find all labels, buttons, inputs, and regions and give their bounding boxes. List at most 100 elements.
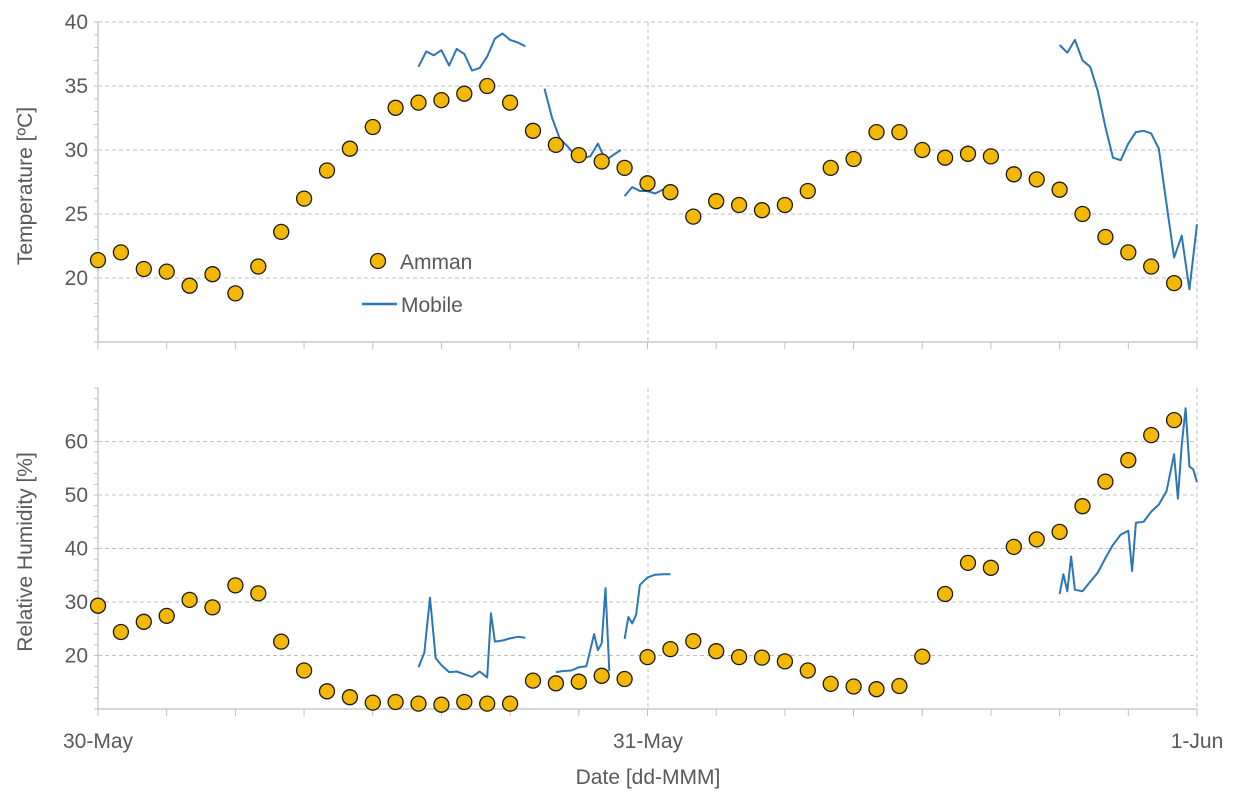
rh-amman-point [1051,523,1068,541]
rh-amman-point [387,693,404,711]
rh-amman-point [776,653,794,670]
rh-amman-point [616,670,633,688]
temp-amman-point [295,190,313,207]
temp-amman-point [112,244,130,261]
temp-amman-point [776,196,794,214]
rh-mobile-line-1 [555,587,611,674]
temp-ytick-label: 25 [65,203,88,226]
humidity-panel: 20 30 40 50 60 30-May 31-May 1-Jun [63,387,1224,753]
rh-amman-point [227,577,244,594]
rh-mobile-line-2 [623,573,671,640]
temp-amman-point [914,141,931,159]
rh-amman-point [295,662,313,679]
rh-amman-point [845,678,862,695]
temp-amman-point [227,285,244,302]
temperature-panel: 20 25 30 35 40 [65,11,1198,349]
temp-amman-point [135,260,152,278]
temp-amman-point [273,223,290,241]
rh-amman-point [158,607,175,625]
rh-amman-point [501,695,519,712]
rh-amman-point [1165,411,1183,429]
rh-amman-point [868,681,885,698]
rh-amman-point [959,554,977,572]
temp-amman-point [456,85,473,102]
temp-amman-point [547,136,565,154]
temp-amman-point [868,123,885,141]
temp-amman-point [685,208,702,225]
temp-amman-point [387,99,404,116]
rh-amman-point [982,559,1000,576]
legend-amman-label: Amman [400,251,472,274]
rh-amman-point [112,623,130,641]
rh-amman-point [479,695,496,712]
temp-amman-point [822,159,839,177]
date-axis-title: Date [dd-MMM] [576,766,721,789]
temp-amman-point [181,277,198,294]
legend-mobile-label: Mobile [401,294,463,317]
rh-ytick-label: 60 [65,431,88,454]
rh-amman-point [89,597,107,614]
rh-ytick-label: 30 [65,591,88,614]
rh-amman-point [1143,426,1160,444]
rh-amman-point [250,585,267,602]
rh-amman-point [730,648,748,666]
temp-mobile-line-3 [1058,38,1198,291]
temp-amman-point [501,94,519,111]
rh-amman-point [662,640,679,658]
rh-amman-point [639,648,656,666]
temp-amman-point [89,251,107,269]
temp-ytick-label: 20 [65,267,88,290]
temp-amman-point [959,145,977,162]
temp-amman-point [204,266,221,283]
temp-amman-point [1165,274,1183,292]
rh-ytick-label: 40 [65,538,88,561]
rh-amman-point [685,632,702,650]
rh-amman-point [1097,473,1114,490]
temp-amman-point [845,150,862,168]
rh-amman-point [822,675,839,693]
temp-ytick-label: 35 [65,75,88,98]
temp-amman-point [1005,166,1022,183]
temperature-axis-title: Temperature [ºC] [14,107,37,265]
temp-amman-point [753,202,771,219]
temp-amman-point [479,77,496,95]
rh-amman-point [914,648,931,665]
x-tick-label: 31-May [613,730,684,753]
rh-amman-point [799,662,816,679]
temp-amman-point [1028,171,1045,188]
temp-amman-point [410,94,427,111]
temp-amman-point [662,184,679,201]
rh-amman-point [135,613,152,630]
rh-amman-point [341,689,359,706]
temp-amman-point [341,140,359,157]
rh-amman-point [593,667,610,684]
temp-amman-point [799,182,816,200]
rh-amman-point [410,695,427,712]
rh-amman-point [456,693,473,711]
rh-amman-point [524,672,542,689]
rh-amman-point [1005,538,1022,556]
rh-amman-point [936,585,954,603]
temp-amman-point [891,123,908,141]
temp-amman-point [1074,205,1091,223]
rh-amman-point [204,599,221,616]
rh-ytick-label: 50 [65,484,88,507]
rh-mobile-line-0 [417,596,526,679]
legend: Amman Mobile [362,251,472,317]
temp-ytick-label: 40 [65,11,88,34]
temp-amman-point [1143,258,1160,275]
x-tick-label: 30-May [63,730,134,753]
x-tick-label: 1-Jun [1171,730,1224,753]
temp-amman-point [708,193,725,210]
rh-amman-point [891,677,908,695]
rh-amman-point [273,633,290,650]
temp-amman-point [1051,181,1068,198]
temp-amman-point [524,122,542,139]
rh-amman-point [547,675,565,692]
temp-amman-point [1097,228,1114,246]
rh-amman-point [708,643,725,660]
temp-amman-point [570,146,587,164]
temp-amman-point [616,159,633,177]
temp-amman-point [250,258,267,275]
